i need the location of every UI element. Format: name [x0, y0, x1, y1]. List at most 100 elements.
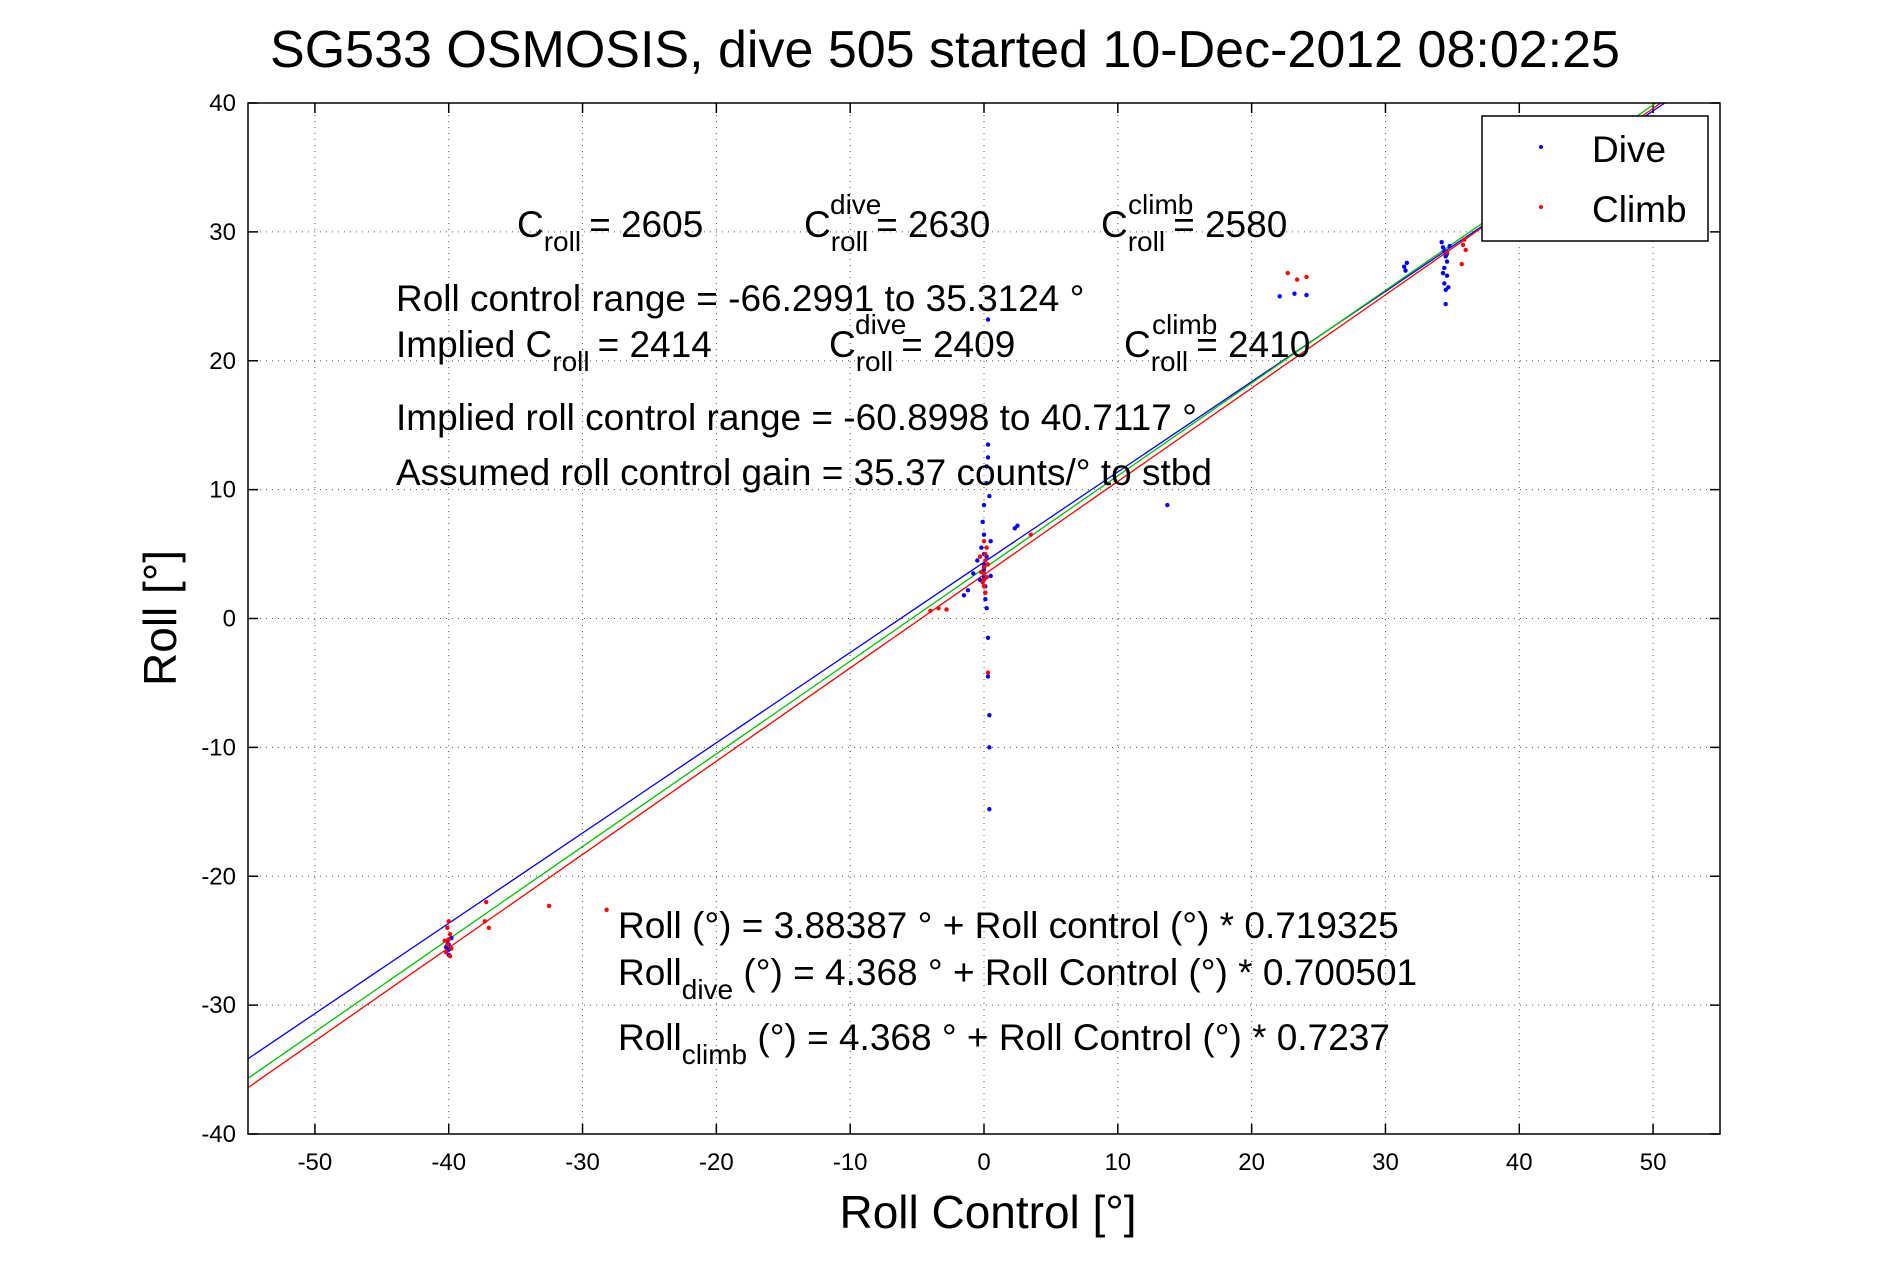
- data-points: [442, 237, 1468, 959]
- dive-point: [980, 519, 985, 525]
- dive-point: [1444, 259, 1450, 264]
- climb-point: [936, 605, 941, 611]
- dive-point: [1403, 268, 1408, 273]
- climb-point: [983, 558, 988, 563]
- climb-point: [1444, 250, 1450, 255]
- climb-point: [445, 925, 450, 930]
- y-axis-label: Roll [°]: [134, 550, 186, 686]
- dive-point: [1292, 291, 1297, 296]
- dive-point: [981, 502, 987, 508]
- dive-point: [981, 532, 987, 537]
- climb-point: [604, 907, 609, 912]
- climb-point: [446, 919, 451, 924]
- climb-point: [928, 608, 933, 613]
- climb-point: [1459, 261, 1464, 267]
- y-tick-label: 20: [209, 348, 236, 375]
- climb-point: [449, 946, 454, 951]
- climb-point: [985, 670, 991, 675]
- climb-point: [984, 575, 989, 580]
- climb-point: [447, 953, 453, 959]
- assumed-gain: Assumed roll control gain = 35.37 counts…: [396, 452, 1212, 493]
- climb-point: [1285, 270, 1290, 276]
- dive-point: [984, 464, 989, 469]
- dive-point: [1165, 502, 1170, 508]
- dive-point: [979, 545, 984, 550]
- dive-point: [1442, 281, 1447, 286]
- y-tick-label: -10: [201, 734, 236, 761]
- x-tick-label: 20: [1238, 1149, 1265, 1176]
- x-tick-label: -10: [833, 1149, 868, 1176]
- c-roll-climb-annotation: Croll = 2580: [1101, 204, 1287, 257]
- x-tick-label: 50: [1640, 1149, 1667, 1176]
- climb-point: [980, 580, 985, 585]
- climb-point: [446, 937, 451, 942]
- legend-climb-marker: [1539, 205, 1543, 209]
- x-tick-label: -40: [431, 1149, 466, 1176]
- climb-point: [981, 564, 987, 570]
- dive-point: [985, 317, 991, 322]
- climb-point: [977, 554, 983, 559]
- dive-point: [984, 480, 989, 486]
- dive-point: [961, 593, 967, 598]
- legend-dive-label: Dive: [1592, 129, 1666, 170]
- implied-c-roll-climb-sup: climb: [1152, 309, 1217, 340]
- implied-c-roll-dive-sup: dive: [855, 309, 906, 340]
- dive-point: [1440, 245, 1446, 250]
- climb-point: [1462, 237, 1467, 242]
- climb-point: [442, 938, 447, 943]
- dive-point: [1015, 523, 1020, 528]
- fit-all-equation: Roll (°) = 3.88387 ° + Roll control (°) …: [618, 905, 1399, 946]
- dive-point: [1444, 273, 1450, 278]
- dive-point: [987, 745, 992, 750]
- y-tick-label: -30: [201, 992, 236, 1019]
- climb-point: [981, 584, 987, 589]
- fit-climb-equation: Rollclimb (°) = 4.368 ° + Roll Control (…: [618, 1017, 1390, 1070]
- x-tick-label: 0: [977, 1149, 990, 1176]
- x-tick-label: 40: [1506, 1149, 1533, 1176]
- dive-point: [1443, 301, 1448, 307]
- dive-point: [984, 605, 989, 611]
- climb-point: [445, 942, 450, 947]
- dive-point: [1447, 243, 1452, 249]
- c-roll-annotation: Croll = 2605: [517, 204, 703, 257]
- dive-point: [985, 455, 991, 460]
- implied-c-roll: Implied Croll = 2414: [396, 324, 712, 377]
- legend: Dive Climb: [1481, 115, 1709, 242]
- dive-point: [1440, 270, 1446, 276]
- plot-area: [248, 103, 1720, 1134]
- fit-dive-equation: Rolldive (°) = 4.368 ° + Roll Control (°…: [618, 952, 1417, 1005]
- dive-point: [1277, 294, 1282, 299]
- dive-point: [987, 493, 992, 499]
- c-roll-climb-sup: climb: [1128, 189, 1193, 220]
- implied-roll-control-range: Implied roll control range = -60.8998 to…: [396, 397, 1197, 438]
- x-tick-label: -20: [699, 1149, 734, 1176]
- y-tick-label: 30: [209, 219, 236, 246]
- y-tick-label: -20: [201, 863, 236, 890]
- climb-point: [1028, 532, 1034, 537]
- y-tick-label: 10: [209, 477, 236, 504]
- dive-point: [1446, 285, 1451, 290]
- dive-point: [1304, 292, 1309, 298]
- climb-point: [983, 551, 988, 557]
- climb-point: [944, 607, 949, 612]
- c-roll-dive-sup: dive: [830, 189, 881, 220]
- climb-point: [546, 903, 552, 909]
- climb-point: [1463, 247, 1468, 253]
- legend-dive-marker: [1539, 145, 1543, 149]
- dive-point: [1439, 239, 1444, 245]
- climb-point: [447, 932, 453, 937]
- dive-point: [987, 712, 992, 718]
- climb-point: [981, 538, 987, 544]
- implied-c-roll-dive: Croll = 2409: [829, 324, 1015, 377]
- dive-point: [971, 571, 976, 576]
- roll-control-range: Roll control range = -66.2991 to 35.3124…: [396, 278, 1084, 319]
- y-tick-label: 0: [223, 606, 236, 633]
- climb-point: [1460, 242, 1466, 247]
- climb-point: [486, 925, 492, 930]
- dive-point: [985, 442, 991, 447]
- dive-point: [975, 558, 980, 563]
- dive-point: [965, 587, 971, 593]
- chart-title: SG533 OSMOSIS, dive 505 started 10-Dec-2…: [270, 21, 1620, 79]
- x-tick-label: 10: [1104, 1149, 1131, 1176]
- dive-point: [987, 807, 992, 812]
